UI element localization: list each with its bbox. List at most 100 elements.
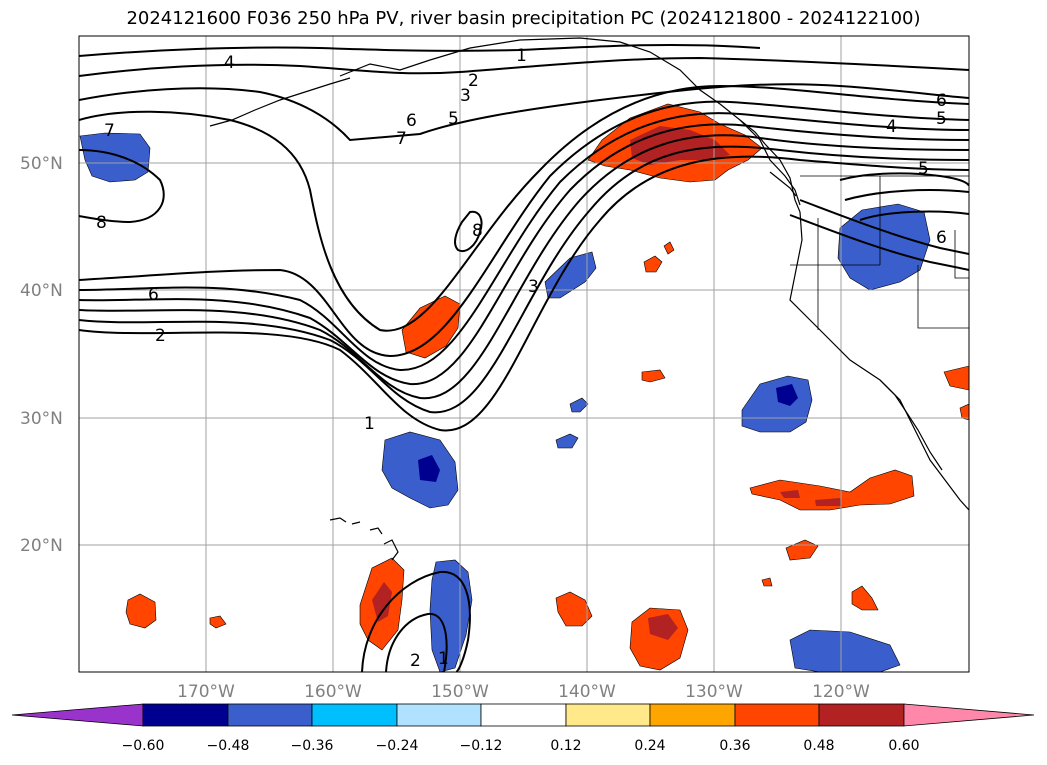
pv-contour-3 (79, 134, 969, 400)
contour-label: 6 (148, 285, 159, 305)
contour-label: 1 (438, 649, 449, 669)
lon-label-130w: 130°W (685, 682, 743, 702)
pv-contour-6 (79, 100, 969, 358)
colorbar-tick-label: −0.60 (122, 738, 165, 754)
lon-label-160w: 160°W (304, 682, 362, 702)
colorbar-tick-label: −0.36 (291, 738, 334, 754)
pos-region-14n-169w (209, 615, 227, 629)
neg-region-pnw (837, 203, 931, 291)
colorbar-bin (649, 703, 736, 727)
pos-region-14n-176w (125, 593, 157, 629)
contour-label: 1 (516, 46, 527, 66)
colorbar-tick-label: −0.24 (376, 738, 419, 754)
pos-region-east-edge-34n (943, 365, 969, 391)
colorbar-tick-labels: −0.60 −0.48 −0.36 −0.24 −0.12 0.12 0.24 … (122, 738, 920, 754)
colorbar-bin (565, 703, 651, 727)
pos-region-small-43n-134w (663, 241, 675, 255)
contour-label: 7 (104, 121, 115, 141)
alaska-coast (339, 37, 801, 213)
contour-label: 5 (918, 159, 929, 179)
neg-region-hawaii-south (429, 559, 473, 672)
colorbar-bin (227, 703, 313, 727)
pos-region-16n-119w (851, 585, 879, 611)
contour-label: 5 (448, 109, 459, 129)
colorbar-extend-high (903, 703, 1035, 727)
contour-label: 3 (528, 277, 539, 297)
pos-region-37n-152w (401, 295, 461, 359)
colorbar-bin (480, 703, 567, 727)
pv-contour-south-loop2 (385, 612, 448, 672)
contour-label: 6 (936, 228, 947, 248)
colorbar-tick-label: 0.12 (550, 738, 581, 754)
contour-label: 2 (155, 326, 166, 346)
contour-label: 4 (224, 53, 235, 73)
colorbar-tick-label: 0.48 (803, 738, 834, 754)
pv-contour-east-lower (789, 199, 969, 271)
contour-label: 5 (936, 109, 947, 129)
contour-label: 2 (468, 71, 479, 91)
state-borders (790, 176, 969, 330)
neg-region-hawaii-core (418, 455, 440, 482)
contour-label: 8 (472, 221, 483, 241)
colorbar-tick-label: 0.60 (888, 738, 919, 754)
neg-region-dateline-50n (79, 132, 151, 183)
pv-contour-8-closed (454, 210, 483, 252)
neg-region-south-120w (789, 629, 901, 672)
colorbar (11, 703, 1035, 727)
pos-region-small-17n-125w (761, 577, 773, 587)
lon-label-170w: 170°W (177, 682, 235, 702)
latitude-labels: 50°N 40°N 30°N 20°N (20, 154, 63, 556)
colorbar-bin (734, 703, 820, 727)
pv-contour-1 (79, 155, 969, 432)
pos-region-24n-core2 (815, 498, 842, 506)
pos-region-small-34n (641, 369, 666, 383)
colorbar-tick-label: 0.36 (719, 738, 750, 754)
contour-label: 6 (936, 91, 947, 111)
lat-label-50n: 50°N (20, 154, 63, 174)
neg-region-small-28n (555, 433, 579, 449)
contour-label: 7 (396, 129, 407, 149)
colorbar-bin (311, 703, 398, 727)
longitude-labels: 170°W 160°W 150°W 140°W 130°W 120°W (177, 682, 870, 702)
lat-label-20n: 20°N (20, 536, 63, 556)
pv-contour-south-loop1 (361, 570, 471, 672)
pv-contour-8-west (79, 149, 165, 224)
pv-contour-2 (79, 145, 969, 414)
contour-label: 3 (460, 86, 471, 106)
pos-region-east-edge-31n (959, 403, 969, 421)
colorbar-tick-label: −0.48 (207, 738, 250, 754)
contour-label: 8 (96, 213, 107, 233)
graticule (79, 36, 969, 672)
map-frame (78, 35, 970, 673)
pv-contour-upper-c (79, 43, 761, 57)
colorbar-bin (142, 703, 229, 727)
contour-label: 2 (410, 651, 421, 671)
neg-region-31n-core (776, 384, 798, 406)
map-background (79, 36, 969, 672)
pv-contour-5 (79, 112, 969, 372)
lat-label-40n: 40°N (20, 281, 63, 301)
contour-label: 6 (406, 111, 417, 131)
pos-region-small-42n-135w (643, 255, 663, 273)
pv-contours (79, 43, 969, 672)
pos-region-15n-155w-core (372, 582, 392, 622)
pv-contour-upper-a (79, 83, 969, 142)
lon-label-150w: 150°W (431, 682, 489, 702)
lon-label-120w: 120°W (812, 682, 870, 702)
contour-label: 4 (886, 117, 897, 137)
colorbar-bin (818, 703, 905, 727)
hawaii-islands (329, 517, 399, 561)
baja-california (879, 379, 943, 471)
pv-contour-east-6 (839, 172, 969, 221)
pos-region-13n-core (648, 614, 678, 640)
colorbar-tick-label: −0.12 (460, 738, 503, 754)
lat-label-30n: 30°N (20, 409, 63, 429)
pv-contour-labels: 1 2 3 4 5 6 7 8 4 5 6 7 6 2 1 3 8 6 5 2 … (96, 46, 947, 671)
pos-region-24n-120w (749, 469, 915, 511)
plot-title: 2024121600 F036 250 hPa PV, river basin … (126, 8, 921, 29)
pv-contour-4 (79, 123, 969, 386)
colorbar-extend-low (11, 703, 144, 727)
pv-contour-upper-b (79, 56, 969, 77)
pos-region-24n-core (780, 490, 800, 498)
